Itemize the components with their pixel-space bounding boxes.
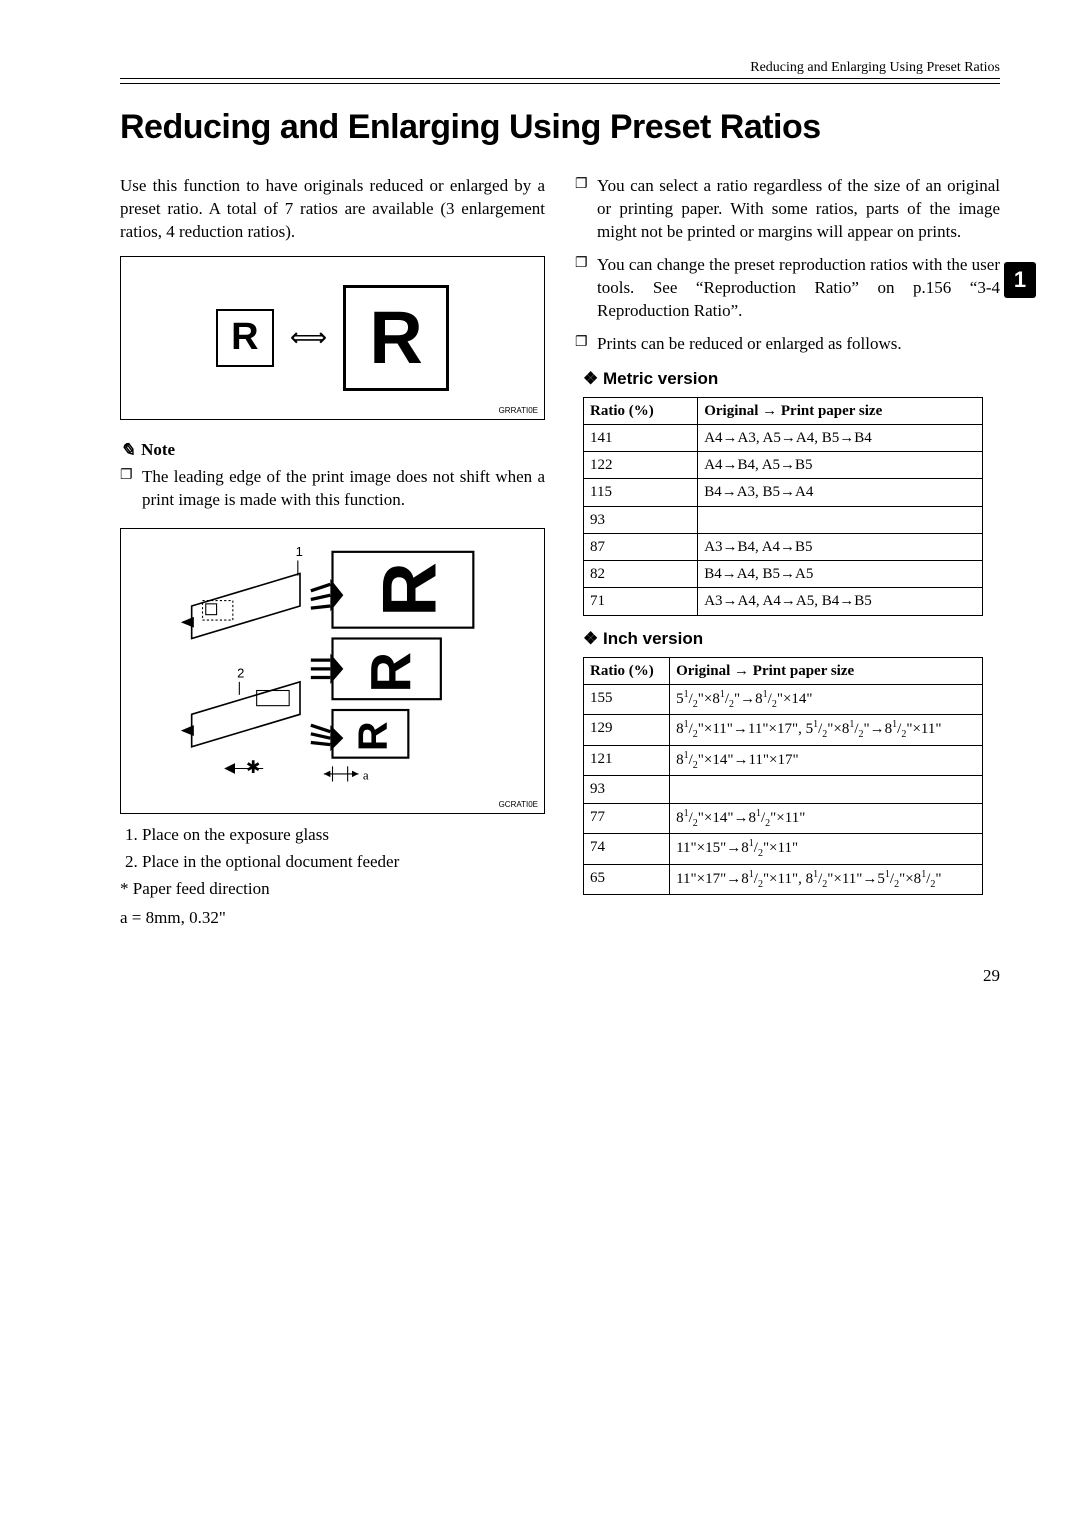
svg-text:1: 1 [296,544,303,559]
table-header: Original → Print paper size [670,657,982,684]
page-title: Reducing and Enlarging Using Preset Rati… [120,108,1000,147]
table-header: Ratio (%) [584,397,698,424]
r-small-icon: R [216,309,274,367]
note-heading: ✎ Note [120,438,545,462]
figure-feed-diagram: 1 2 ✱ R [120,528,545,814]
inch-table: Ratio (%) Original → Print paper size 15… [583,657,983,896]
svg-text:2: 2 [237,666,244,681]
r-large-icon: R [343,285,449,391]
svg-text:a: a [363,767,369,782]
double-arrow-icon: ⟺ [290,320,327,355]
table-row: 6511"×17"→81/2"×11", 81/2"×11"→51/2"×81/… [584,864,983,895]
table-row: 141A4→A3, A5→A4, B5→B4 [584,424,983,451]
table-header: Ratio (%) [584,657,670,684]
table-row: 7781/2"×14"→81/2"×11" [584,803,983,834]
table-row: 93 [584,776,983,803]
table-row: 82B4→A4, B5→A5 [584,561,983,588]
bullet-item: You can change the preset reproduction r… [575,254,1000,323]
table-row: 7411"×15"→81/2"×11" [584,834,983,865]
left-column: Use this function to have originals redu… [120,175,545,936]
page-number: 29 [120,966,1000,986]
list-item: Place in the optional document feeder [142,851,545,874]
figure1-label: GRRATI0E [499,406,538,417]
table-row: 71A3→A4, A4→A5, B4→B5 [584,588,983,615]
metric-table: Ratio (%) Original → Print paper size 14… [583,397,983,616]
bullet-item: Prints can be reduced or enlarged as fol… [575,333,1000,356]
metric-heading: Metric version [583,368,1000,391]
table-row: 12181/2"×14"→11"×17" [584,745,983,776]
figure-r-resize: R ⟺ R GRRATI0E [120,256,545,420]
footnote-star: * Paper feed direction [120,878,545,901]
pencil-icon: ✎ [120,438,135,462]
chapter-tab: 1 [1004,262,1036,298]
svg-text:R: R [367,562,452,617]
table-row: 12981/2"×11"→11"×17", 51/2"×81/2"→81/2"×… [584,715,983,746]
table-header: Original → Print paper size [698,397,982,424]
intro-paragraph: Use this function to have originals redu… [120,175,545,244]
table-row: 122A4→B4, A5→B5 [584,452,983,479]
svg-text:R: R [360,652,423,693]
inch-heading: Inch version [583,628,1000,651]
footnote-a: a = 8mm, 0.32" [120,907,545,930]
table-row: 15551/2"×81/2"→81/2"×14" [584,684,983,715]
bullet-item: You can select a ratio regardless of the… [575,175,1000,244]
svg-text:✱: ✱ [246,758,261,777]
table-row: 115B4→A3, B5→A4 [584,479,983,506]
note-item: The leading edge of the print image does… [120,466,545,512]
table-row: 87A3→B4, A4→B5 [584,533,983,560]
note-heading-text: Note [141,439,175,462]
figure2-label: GCRATI0E [499,800,538,811]
list-item: Place on the exposure glass [142,824,545,847]
svg-text:R: R [350,722,396,752]
table-row: 93 [584,506,983,533]
running-header: Reducing and Enlarging Using Preset Rati… [120,60,1000,79]
right-column: You can select a ratio regardless of the… [575,175,1000,936]
